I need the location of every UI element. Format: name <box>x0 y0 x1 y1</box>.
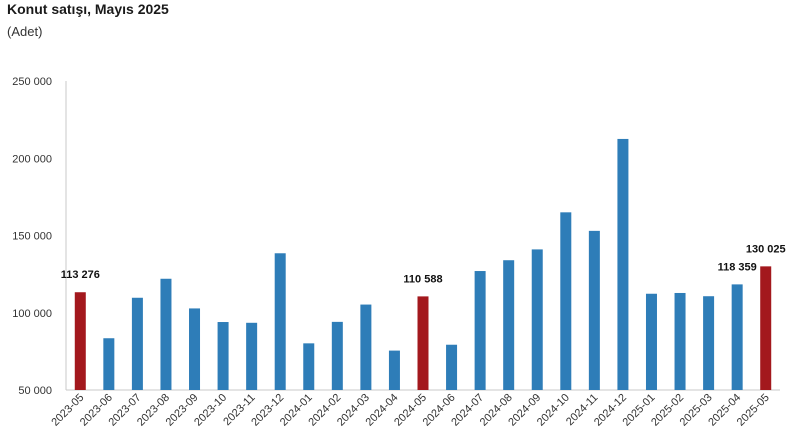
bar-2024-08 <box>503 260 515 390</box>
bar-2024-02 <box>331 321 343 390</box>
bar-2024-04 <box>388 350 400 390</box>
data-label: 113 276 <box>61 269 100 281</box>
bar-2024-09 <box>531 249 543 390</box>
bar-2024-06 <box>446 344 458 390</box>
chart-subtitle: (Adet) <box>7 24 43 39</box>
bar-2025-01 <box>645 293 657 390</box>
chart-title: Konut satışı, Mayıs 2025 <box>7 1 169 17</box>
data-label: 118 359 <box>718 261 757 273</box>
bar-2024-05 <box>417 296 429 390</box>
bar-2024-01 <box>303 343 315 390</box>
y-tick-label: 200 000 <box>12 153 52 165</box>
y-tick-label: 250 000 <box>12 76 52 88</box>
y-tick-label: 50 000 <box>18 385 52 397</box>
bar-2024-11 <box>588 230 600 390</box>
y-tick-label: 150 000 <box>12 231 52 243</box>
bar-2025-02 <box>674 292 686 390</box>
bar-2023-10 <box>217 322 229 390</box>
bar-2025-03 <box>703 296 715 390</box>
y-tick-label: 100 000 <box>12 308 52 320</box>
bar-2023-06 <box>103 338 115 390</box>
bar-2025-04 <box>731 284 743 390</box>
bar-2024-12 <box>617 138 629 390</box>
data-label: 110 588 <box>403 273 442 285</box>
data-label: 130 025 <box>746 243 786 255</box>
bar-2023-12 <box>274 253 286 390</box>
bar-2023-09 <box>189 308 201 390</box>
bar-2025-05 <box>760 266 772 390</box>
bar-2023-11 <box>246 322 258 390</box>
bar-2024-03 <box>360 304 372 390</box>
bar-2023-08 <box>160 278 172 390</box>
bar-2023-05 <box>74 292 86 390</box>
bar-2024-07 <box>474 271 486 390</box>
bar-2024-10 <box>560 212 572 390</box>
bar-2023-07 <box>131 297 143 390</box>
